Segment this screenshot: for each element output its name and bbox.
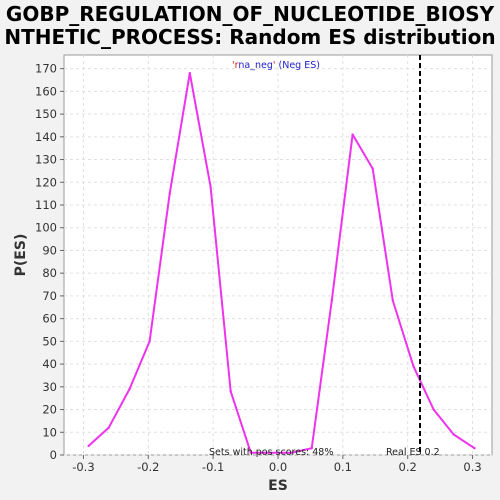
data-point bbox=[473, 446, 476, 450]
y-tick-label: 80 bbox=[42, 266, 57, 280]
data-point bbox=[452, 433, 455, 436]
x-tick-label: -0.3 bbox=[72, 460, 94, 474]
legend: 'rna_neg' (Neg ES) bbox=[232, 60, 320, 71]
axes: 0 10 20 30 40 50 60 70 80 90 100 110 120 130 140 150 160… bbox=[35, 62, 482, 474]
data-point bbox=[412, 365, 415, 368]
chart-title-line-1: GOBP_REGULATION_OF_NUCLEOTIDE_BIOSY bbox=[5, 2, 495, 26]
data-point bbox=[168, 192, 171, 195]
data-point bbox=[148, 340, 151, 343]
y-tick-label: 20 bbox=[42, 403, 57, 417]
data-point bbox=[371, 167, 374, 170]
data-point bbox=[229, 390, 232, 393]
y-tick-label: 90 bbox=[42, 243, 57, 257]
data-point bbox=[351, 133, 354, 136]
y-tick-label: 0 bbox=[50, 448, 57, 462]
data-point bbox=[209, 185, 212, 189]
x-tick-label: 0.1 bbox=[334, 460, 352, 474]
y-tick-label: 10 bbox=[42, 425, 57, 439]
chart-title: GOBP_REGULATION_OF_NUCLEOTIDE_BIOSY NTHE… bbox=[0, 0, 500, 49]
x-tick-label: -0.1 bbox=[202, 460, 224, 474]
y-tick-label: 30 bbox=[42, 380, 57, 394]
data-point bbox=[87, 444, 90, 448]
y-tick-label: 120 bbox=[35, 175, 57, 189]
legend-series-name: na_neg bbox=[238, 60, 273, 71]
y-tick-label: 50 bbox=[42, 334, 57, 348]
legend-prefix: r bbox=[235, 60, 239, 71]
y-tick-label: 130 bbox=[35, 153, 57, 167]
y-tick-label: 70 bbox=[42, 289, 57, 303]
data-point bbox=[107, 426, 110, 429]
data-point bbox=[432, 408, 435, 411]
y-tick-label: 170 bbox=[35, 62, 57, 76]
data-point bbox=[310, 446, 313, 450]
y-tick-label: 40 bbox=[42, 357, 57, 371]
y-axis-label: P(ES) bbox=[13, 234, 29, 277]
chart-title-line-2: NTHETIC_PROCESS: Random ES distribution bbox=[4, 25, 496, 49]
y-tick-label: 150 bbox=[35, 107, 57, 121]
series-group bbox=[87, 55, 476, 455]
y-tick-label: 160 bbox=[35, 84, 57, 98]
y-tick-label: 60 bbox=[42, 312, 57, 326]
data-point bbox=[128, 387, 131, 391]
x-axis-label: ES bbox=[268, 478, 288, 494]
data-point bbox=[188, 71, 192, 75]
x-tick-label: 0.2 bbox=[399, 460, 417, 474]
x-tick-label: -0.2 bbox=[137, 460, 159, 474]
pos-scores-annotation: Sets with pos scores: 48% bbox=[209, 447, 333, 458]
real-es-annotation: Real ES 0.2 bbox=[386, 447, 440, 458]
data-point bbox=[290, 451, 293, 454]
legend-quote-right: ' bbox=[273, 60, 276, 71]
y-tick-label: 110 bbox=[35, 198, 57, 212]
data-point bbox=[249, 451, 252, 454]
data-point bbox=[391, 299, 394, 302]
y-tick-label: 100 bbox=[35, 221, 57, 235]
legend-suffix: (Neg ES) bbox=[276, 60, 320, 71]
x-tick-label: 0.3 bbox=[463, 460, 481, 474]
y-tick-label: 140 bbox=[35, 130, 57, 144]
legend-quote-left: ' bbox=[232, 60, 235, 71]
x-tick-label: 0.0 bbox=[269, 460, 287, 474]
data-point bbox=[330, 299, 334, 302]
